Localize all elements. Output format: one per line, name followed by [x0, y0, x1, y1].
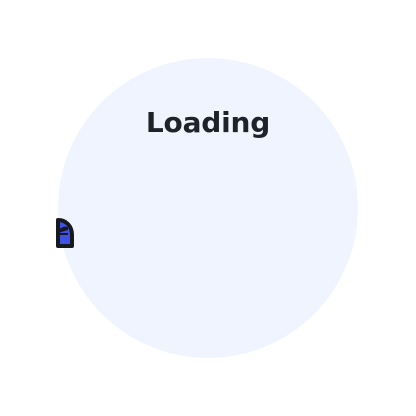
loading-circle-panel	[58, 58, 358, 358]
loading-blob-icon	[48, 216, 76, 250]
loading-title: Loading	[145, 106, 271, 139]
